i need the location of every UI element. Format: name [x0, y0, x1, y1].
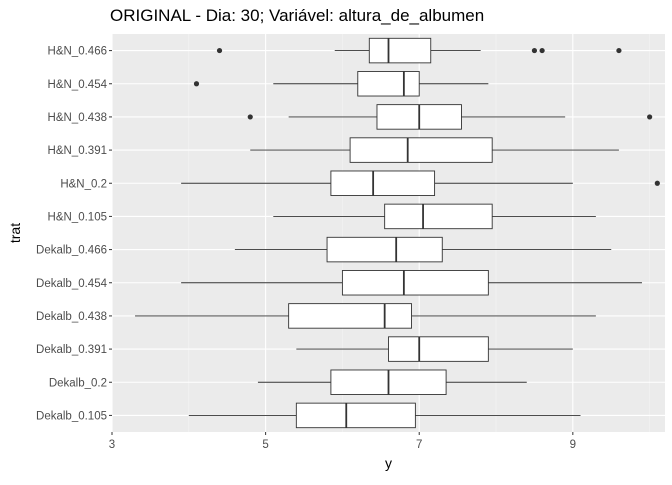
outlier-point [193, 81, 200, 87]
box-group [273, 203, 596, 230]
y-tick-label: Dekalb_0.2 [49, 377, 107, 389]
y-tick-label: Dekalb_0.438 [36, 311, 107, 323]
box-group [257, 369, 527, 395]
y-tick-label: H&N_0.105 [48, 211, 107, 223]
box-iqr [330, 170, 436, 196]
box-iqr [295, 402, 416, 429]
axes-layer: H&N_0.466 H&N_0.454 H&N_0.438 H&N_0.391 H&N_… [36, 46, 576, 451]
y-tick-label: H&N_0.2 [60, 178, 107, 190]
box-group [181, 170, 660, 196]
y-tick-label: Dekalb_0.391 [36, 344, 107, 356]
outlier-point [647, 114, 653, 120]
box-group [188, 402, 581, 429]
box-group [181, 270, 642, 296]
outlier-point [654, 180, 660, 186]
y-axis-title: trat [7, 223, 23, 243]
y-tick-label: Dekalb_0.466 [36, 245, 107, 257]
y-tick-label: H&N_0.438 [48, 112, 107, 124]
box-iqr [341, 270, 489, 296]
outlier-point [247, 114, 253, 120]
box-iqr [349, 137, 493, 163]
x-tick-label: 7 [416, 439, 422, 451]
box-iqr [288, 303, 412, 329]
box-group [296, 336, 573, 362]
y-tick-label: Dekalb_0.105 [36, 410, 107, 422]
x-axis-title: y [385, 455, 392, 471]
x-tick-label: 3 [109, 439, 115, 451]
box-group [250, 137, 619, 163]
box-group [234, 236, 612, 263]
box-group [193, 71, 489, 97]
y-tick-label: H&N_0.454 [48, 79, 108, 91]
x-tick-label: 9 [570, 439, 576, 451]
outlier-point [216, 47, 223, 54]
outlier-point [616, 47, 622, 54]
box-iqr [357, 71, 420, 97]
box-group [135, 303, 596, 329]
x-tick-label: 5 [262, 439, 268, 451]
y-tick-label: H&N_0.391 [48, 145, 107, 157]
box-group [247, 104, 653, 130]
y-tick-label: H&N_0.466 [48, 46, 107, 58]
outlier-point [531, 47, 538, 54]
box-iqr [326, 236, 443, 263]
box-iqr [368, 37, 432, 64]
outlier-point [539, 47, 545, 54]
box-iqr [384, 203, 493, 230]
box-group [216, 37, 622, 64]
y-tick-label: Dekalb_0.454 [36, 278, 108, 290]
box-iqr [388, 336, 489, 362]
chart-title: ORIGINAL - Dia: 30; Variável: altura_de_… [110, 6, 485, 25]
boxes-layer [135, 37, 660, 429]
